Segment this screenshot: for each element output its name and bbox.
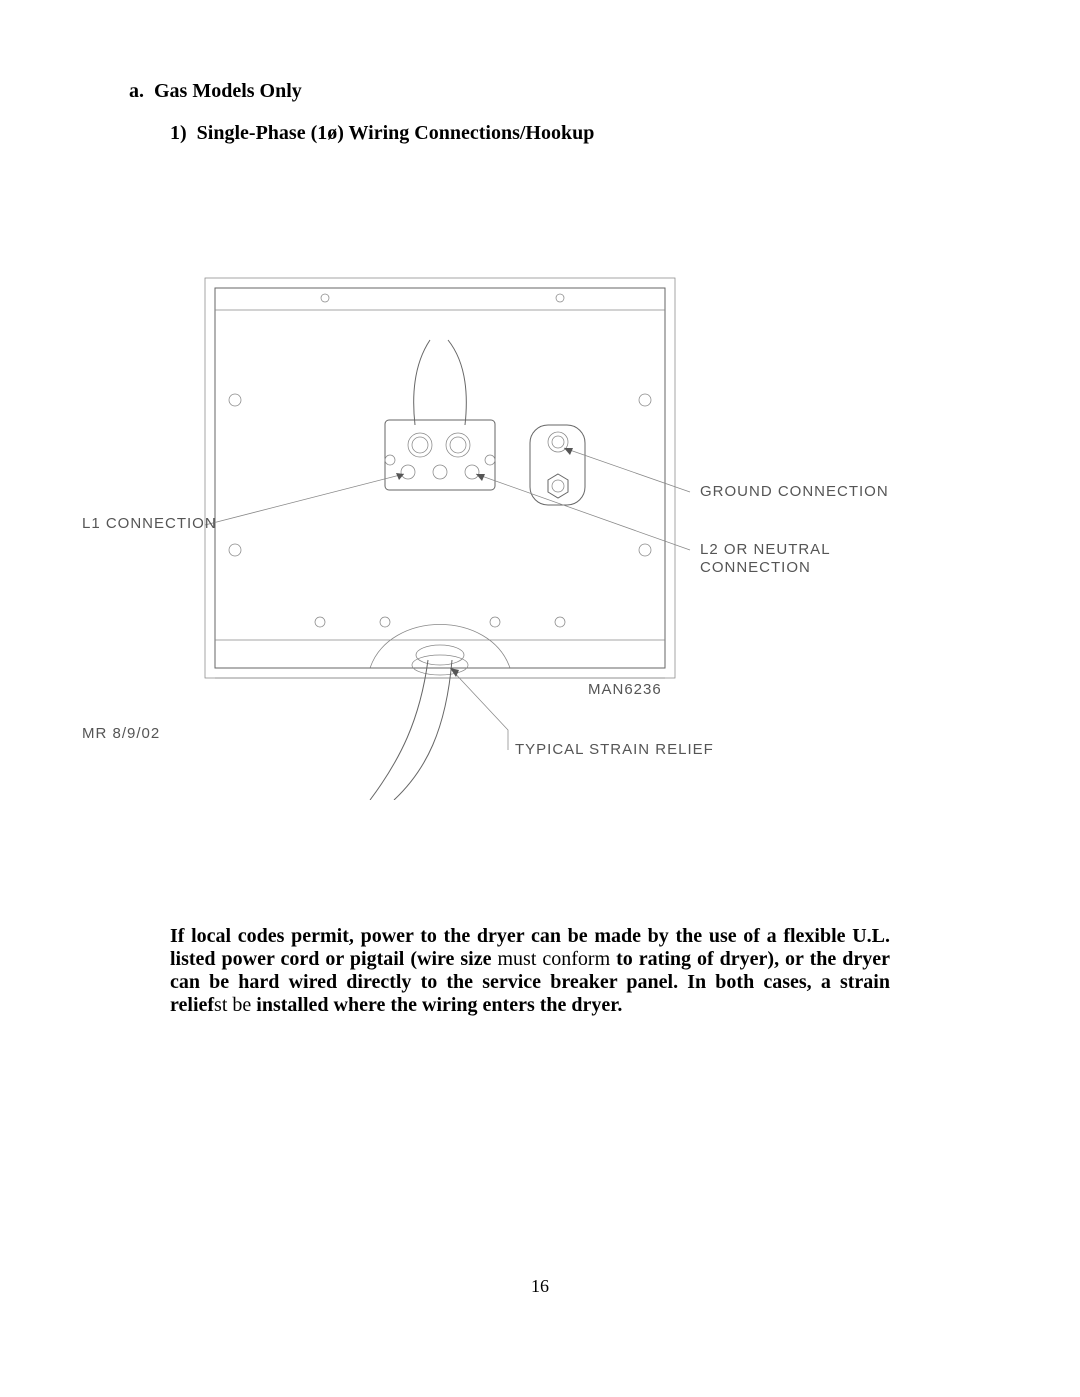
label-mr: MR 8/9/02 (82, 725, 160, 742)
label-l1: L1 CONNECTION (82, 515, 217, 532)
para-seg-2: must conform (491, 948, 616, 970)
para-seg-5: installed where the wiring enters the dr… (256, 994, 622, 1016)
heading-1-prefix: 1) (170, 122, 187, 144)
page-number: 16 (0, 1276, 1080, 1297)
label-man: MAN6236 (588, 681, 662, 698)
manual-page: a. Gas Models Only 1) Single-Phase (1ø) … (0, 0, 1080, 1397)
label-strain: TYPICAL STRAIN RELIEF (515, 741, 714, 758)
wiring-diagram: L1 CONNECTION GROUND CONNECTION L2 OR NE… (70, 260, 890, 800)
label-l2-line1: L2 OR NEUTRAL (700, 541, 831, 558)
label-ground: GROUND CONNECTION (700, 483, 889, 500)
heading-1: 1) Single-Phase (1ø) Wiring Connections/… (170, 122, 594, 145)
heading-a: a. Gas Models Only (129, 80, 302, 103)
para-seg-4: st be (214, 994, 256, 1016)
heading-a-prefix: a. (129, 80, 144, 102)
heading-1-text: Single-Phase (1ø) Wiring Connections/Hoo… (197, 122, 595, 144)
label-l2-line2: CONNECTION (700, 559, 811, 576)
instruction-paragraph: If local codes permit, power to the drye… (170, 925, 890, 1017)
heading-a-text: Gas Models Only (154, 80, 302, 102)
